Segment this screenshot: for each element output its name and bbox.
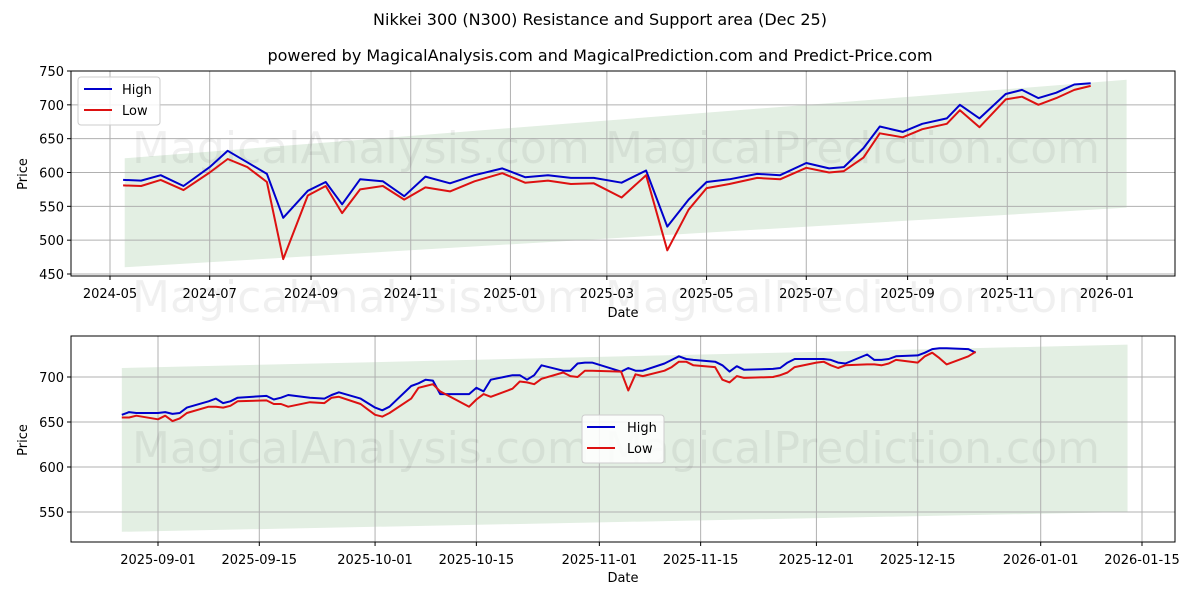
x-tick-label: 2025-07 [779,287,833,302]
top-x-axis-label: Date [607,306,638,321]
bottom-x-axis-label: Date [607,571,638,586]
x-tick-label: 2025-09-01 [120,553,196,568]
x-tick-label: 2024-09 [284,287,338,302]
top-legend-high-label: High [122,83,152,98]
top-watermark-4: MagicalPrediction.com [605,272,1100,323]
bottom-x-axis: 2025-09-01 2025-09-15 2025-10-01 2025-10-15… [120,542,1180,568]
y-tick-label: 750 [39,65,64,80]
x-tick-label: 2025-11-01 [562,553,638,568]
x-tick-label: 2025-10-01 [337,553,413,568]
top-legend-low-label: Low [122,104,148,119]
x-tick-label: 2025-09 [880,287,934,302]
bottom-chart: MagicalAnalysis.com MagicalPrediction.co… [16,335,1180,586]
y-tick-label: 700 [39,99,64,114]
x-tick-label: 2026-01-01 [1003,553,1079,568]
y-tick-label: 650 [39,416,64,431]
y-tick-label: 500 [39,234,64,249]
band-area [124,79,1127,268]
high-price-line [121,347,977,416]
x-tick-label: 2025-10-15 [439,553,515,568]
y-tick-label: 700 [39,371,64,386]
x-tick-label: 2026-01 [1080,287,1134,302]
x-tick-label: 2024-11 [384,287,438,302]
top-watermark-3: MagicalAnalysis.com [132,272,590,323]
bottom-legend: High Low [581,414,665,464]
top-x-axis: 2024-05 2024-07 2024-09 2024-11 2025-01 2025-… [83,276,1134,302]
y-tick-label: 550 [39,200,64,215]
high-price-line [123,82,1091,228]
x-tick-label: 2025-03 [580,287,634,302]
bottom-grid [71,336,1175,542]
bottom-y-axis: 550 600 650 700 [39,371,71,521]
top-price-lines [123,82,1091,261]
top-y-axis-label: Price [16,158,31,190]
low-price-line [123,84,1091,261]
x-tick-label: 2025-05 [679,287,733,302]
y-tick-label: 550 [39,506,64,521]
x-tick-label: 2025-01 [483,287,537,302]
top-plot-frame [70,70,1176,277]
x-tick-label: 2025-12-01 [779,553,855,568]
bottom-watermark-2: MagicalPrediction.com [605,423,1100,474]
bottom-y-axis-label: Price [16,424,31,456]
bottom-plot-frame [70,335,1176,543]
chart-title: Nikkei 300 (N300) Resistance and Support… [373,10,827,29]
x-tick-label: 2026-01-15 [1104,553,1180,568]
bottom-price-lines [121,347,977,423]
bottom-watermark-1: MagicalAnalysis.com [132,423,590,474]
x-tick-label: 2024-07 [183,287,237,302]
bottom-legend-low-label: Low [627,442,653,457]
x-tick-label: 2025-11 [980,287,1034,302]
y-tick-label: 450 [39,268,64,283]
top-y-axis: 450 500 550 600 650 700 750 [39,65,71,283]
top-legend: High Low [77,76,161,126]
x-tick-label: 2024-05 [83,287,137,302]
x-tick-label: 2025-09-15 [222,553,298,568]
x-tick-label: 2025-12-15 [880,553,956,568]
chart-subtitle: powered by MagicalAnalysis.com and Magic… [267,46,933,65]
y-tick-label: 600 [39,167,64,182]
x-tick-label: 2025-11-15 [663,553,739,568]
low-price-line [121,350,977,423]
y-tick-label: 650 [39,133,64,148]
top-chart: MagicalAnalysis.com MagicalPrediction.co… [16,65,1176,323]
bottom-legend-high-label: High [627,421,657,436]
y-tick-label: 600 [39,461,64,476]
top-watermark-1: MagicalAnalysis.com [132,123,590,174]
top-support-resistance-band [124,79,1127,268]
